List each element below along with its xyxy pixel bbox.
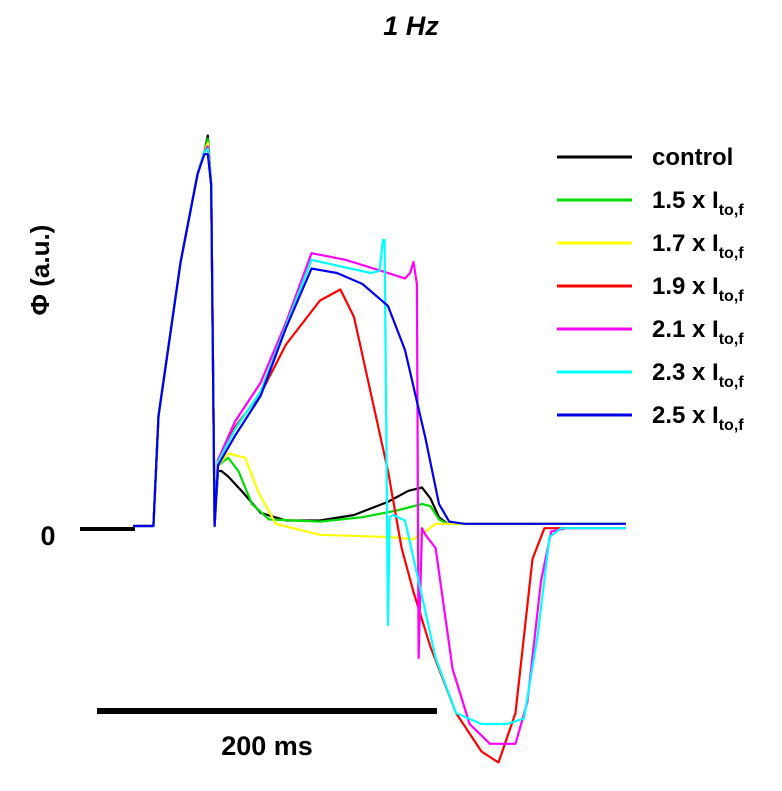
legend-entry-subscript-6: to,f — [719, 417, 745, 434]
zero-level-label: 0 — [40, 521, 55, 551]
legend: control 1.5 x Ito,f 1.7 x Ito,f 1.9 x Ito,f… — [557, 144, 744, 434]
legend-entry-6: 2.5 x Ito,f — [652, 402, 744, 434]
series-line-0 — [133, 134, 626, 528]
series-line-6 — [133, 153, 626, 528]
y-axis-label: Φ (a.u.) — [25, 225, 55, 316]
series-line-1 — [133, 137, 626, 528]
legend-entry-0: control — [652, 144, 733, 171]
legend-entry-2: 1.7 x Ito,f — [652, 230, 744, 262]
legend-entry-subscript-4: to,f — [719, 331, 745, 348]
series-layer — [133, 134, 626, 764]
legend-entry-subscript-2: to,f — [719, 245, 745, 262]
series-line-4 — [133, 145, 626, 745]
series-line-5 — [133, 147, 626, 726]
legend-entry-3: 1.9 x Ito,f — [652, 273, 744, 305]
legend-entry-5: 2.3 x Ito,f — [652, 359, 744, 391]
legend-entry-1: 1.5 x Ito,f — [652, 187, 744, 219]
legend-entry-subscript-3: to,f — [719, 288, 745, 305]
time-scale-bar-label: 200 ms — [221, 731, 313, 761]
series-line-3 — [133, 145, 626, 764]
chart-title: 1 Hz — [383, 11, 439, 41]
legend-entry-subscript-5: to,f — [719, 374, 745, 391]
series-line-2 — [133, 142, 626, 541]
legend-entry-subscript-1: to,f — [719, 202, 745, 219]
legend-entry-4: 2.1 x Ito,f — [652, 316, 744, 348]
